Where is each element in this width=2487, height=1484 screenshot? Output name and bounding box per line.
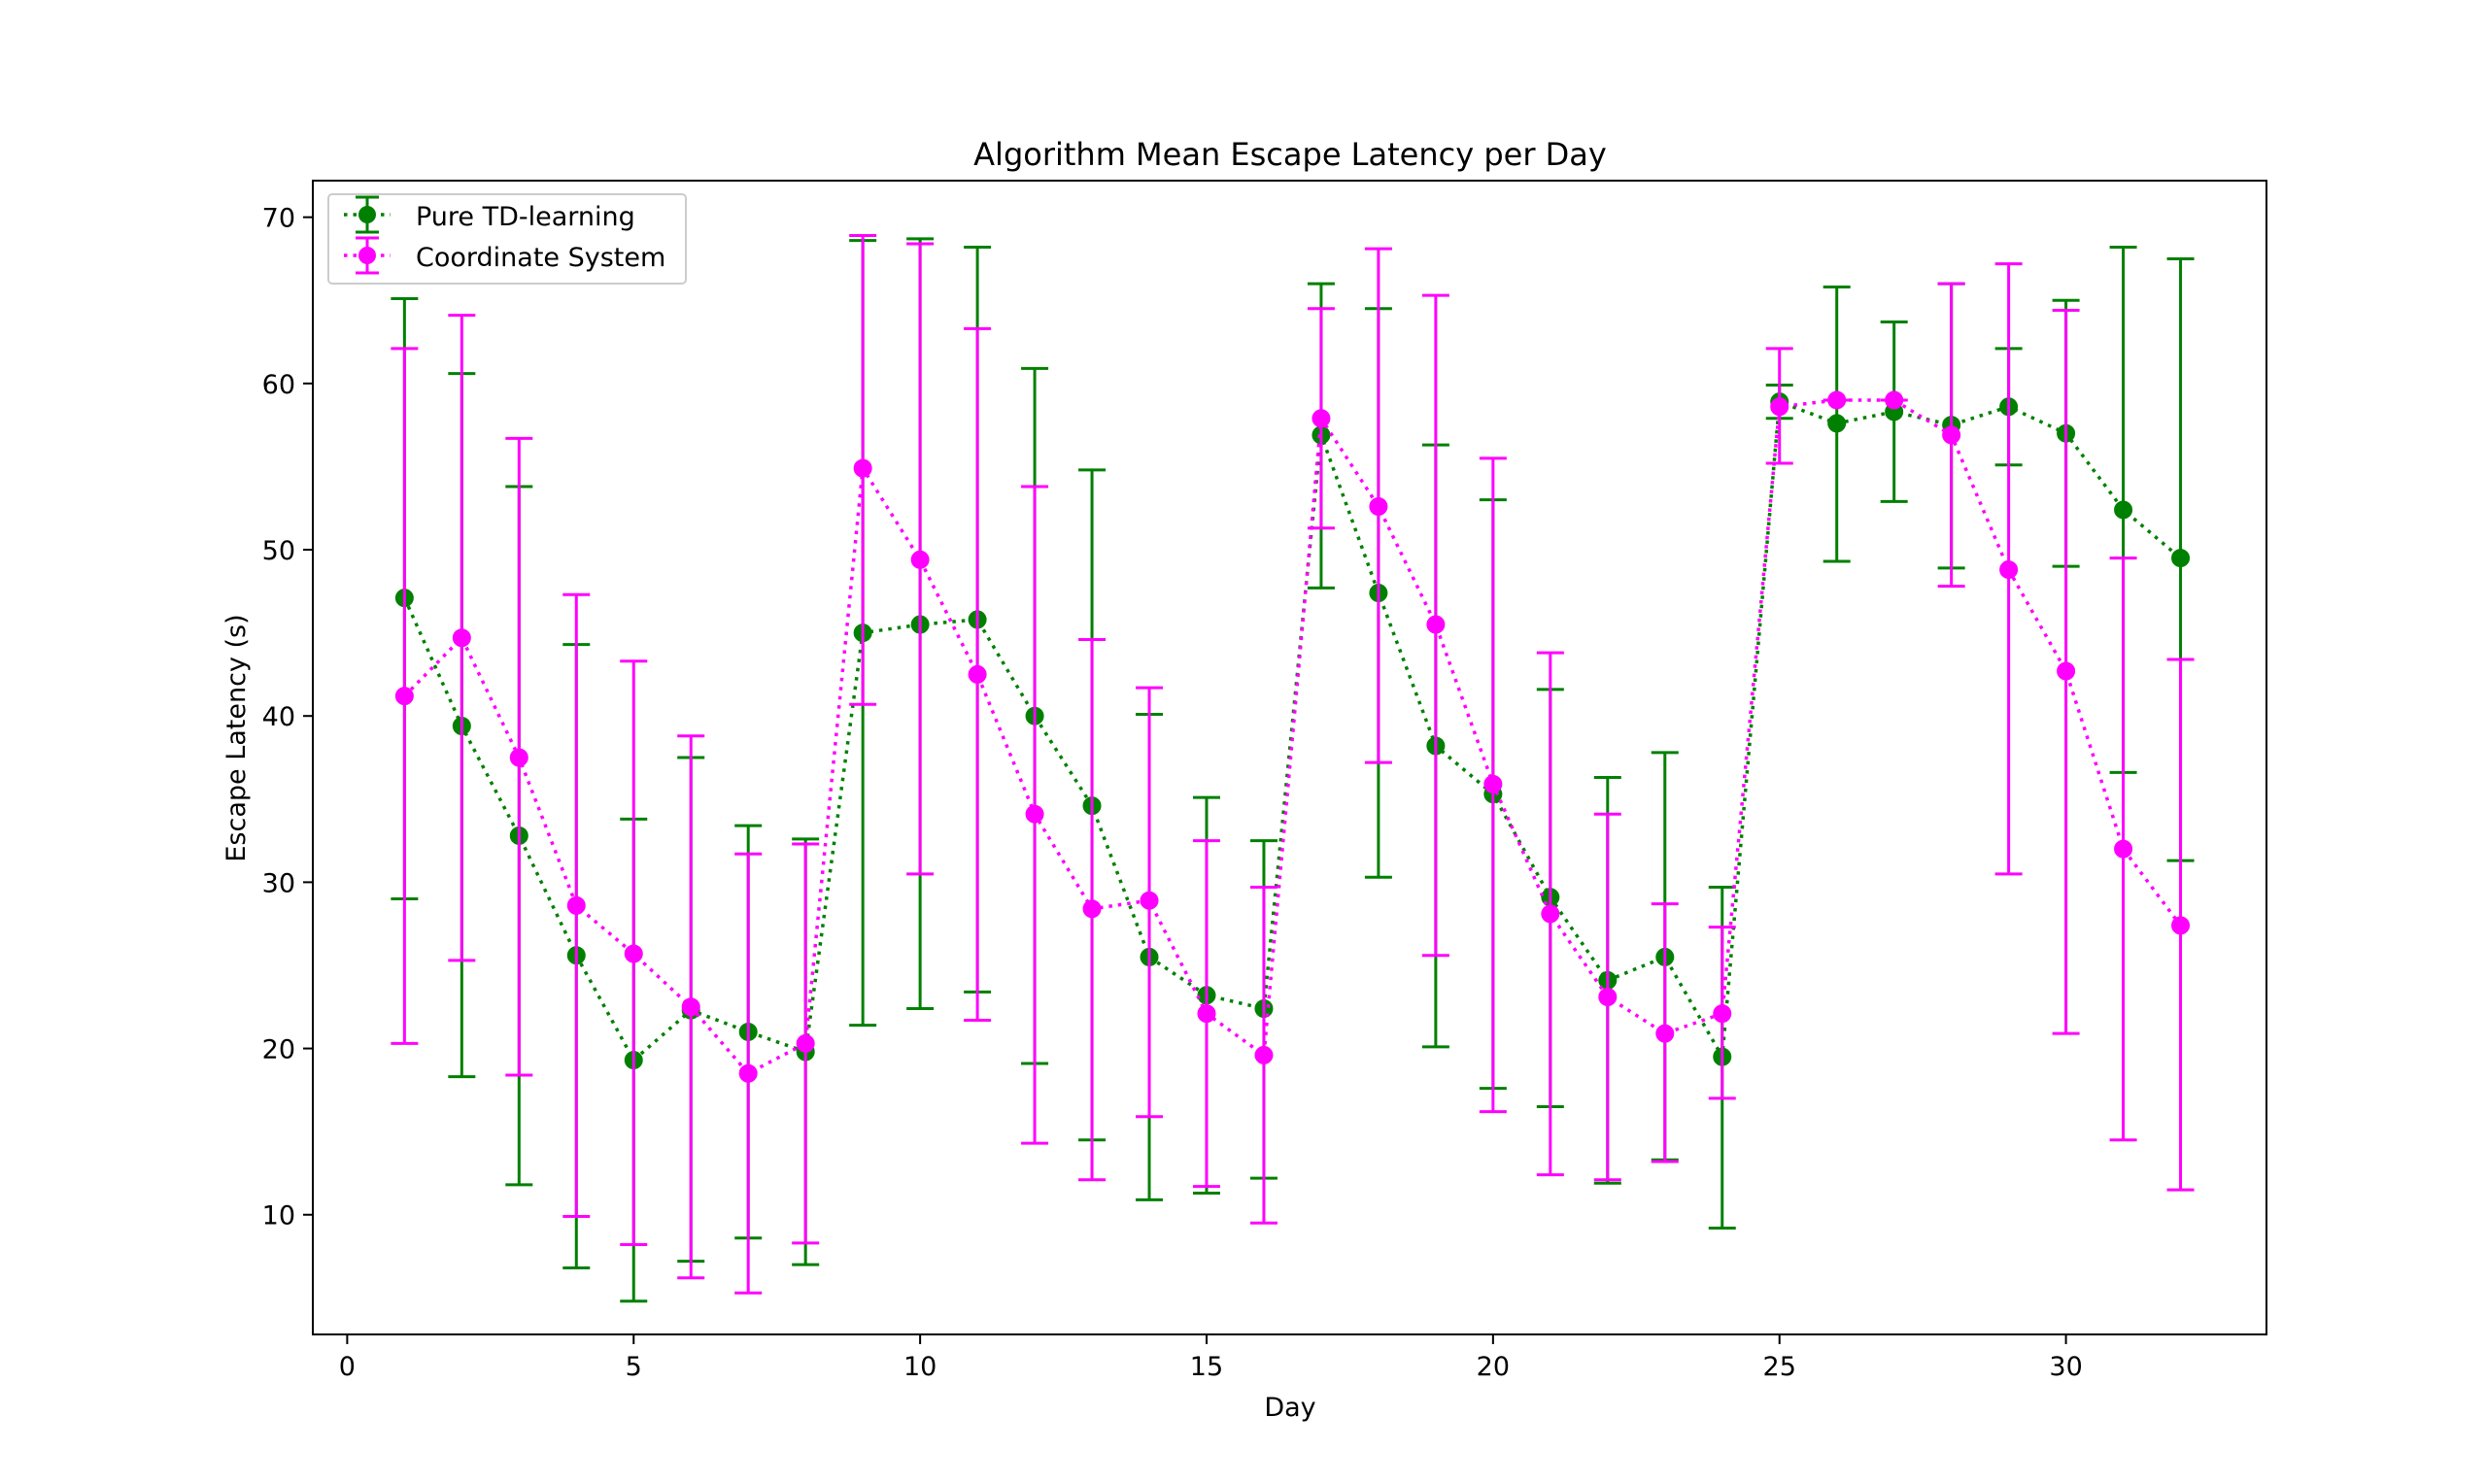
data-point — [1598, 988, 1618, 1007]
series-layer — [391, 233, 2195, 1303]
data-point — [1827, 390, 1847, 410]
series-coordinate-system — [391, 233, 2195, 1295]
data-point — [1827, 414, 1847, 433]
data-point — [1885, 390, 1904, 410]
data-point — [1140, 891, 1159, 910]
data-point — [1254, 1045, 1274, 1064]
data-point — [1025, 804, 1044, 824]
legend-marker-coordinate-system — [358, 247, 376, 264]
y-tick-label: 50 — [262, 536, 295, 566]
x-tick-label: 15 — [1190, 1352, 1223, 1382]
data-point — [624, 944, 643, 963]
y-tick-label: 30 — [262, 868, 295, 898]
data-point — [1942, 425, 1961, 445]
data-point — [968, 664, 987, 684]
data-point — [1999, 560, 2019, 580]
legend-frame — [327, 193, 687, 285]
data-point — [1655, 1024, 1675, 1043]
y-tick-label: 70 — [262, 204, 295, 234]
data-point — [394, 687, 414, 706]
y-tick-label: 60 — [262, 370, 295, 400]
data-point — [2171, 916, 2191, 935]
data-point — [796, 1033, 815, 1053]
x-tick-label: 20 — [1477, 1352, 1510, 1382]
y-tick-label: 10 — [262, 1201, 295, 1231]
y-tick-label: 40 — [262, 702, 295, 732]
chart-title: Algorithm Mean Escape Latency per Day — [973, 136, 1607, 173]
data-point — [452, 628, 471, 648]
legend-entries: Pure TD-learning Coordinate System — [344, 195, 665, 275]
data-point — [1713, 1004, 1732, 1024]
x-tick-label: 5 — [626, 1352, 642, 1382]
data-point — [853, 458, 872, 478]
data-point — [1770, 397, 1789, 417]
data-point — [681, 997, 700, 1017]
x-axis-label: Day — [1264, 1393, 1315, 1423]
x-tick-label: 10 — [903, 1352, 937, 1382]
data-point — [2114, 500, 2133, 520]
x-tick-label: 0 — [339, 1352, 356, 1382]
data-point — [509, 748, 528, 767]
data-point — [1426, 615, 1446, 634]
y-tick-label: 20 — [262, 1035, 295, 1065]
plot-frame — [312, 180, 2267, 1335]
axes-layer: 0 5 10 15 20 25 30 10 20 30 40 50 60 70 — [262, 180, 2267, 1382]
data-point — [2114, 839, 2133, 859]
data-point — [1197, 1004, 1216, 1024]
data-point — [1369, 497, 1388, 517]
data-point — [566, 895, 586, 915]
data-point — [738, 1063, 758, 1083]
data-point — [1082, 899, 1102, 919]
x-tick-label: 25 — [1763, 1352, 1796, 1382]
data-point — [1541, 904, 1560, 924]
data-point — [1483, 774, 1503, 793]
data-point — [1312, 409, 1331, 428]
legend-label-pure-td-learning: Pure TD-learning — [416, 202, 635, 232]
x-tick-label: 30 — [2049, 1352, 2082, 1382]
legend-label-coordinate-system: Coordinate System — [416, 243, 665, 273]
y-axis-label: Escape Latency (s) — [221, 614, 252, 861]
legend: Pure TD-learning Coordinate System — [327, 193, 687, 285]
data-point — [2171, 549, 2191, 568]
data-point — [910, 550, 930, 569]
data-point — [2057, 661, 2076, 681]
legend-marker-pure-td-learning — [358, 206, 376, 223]
